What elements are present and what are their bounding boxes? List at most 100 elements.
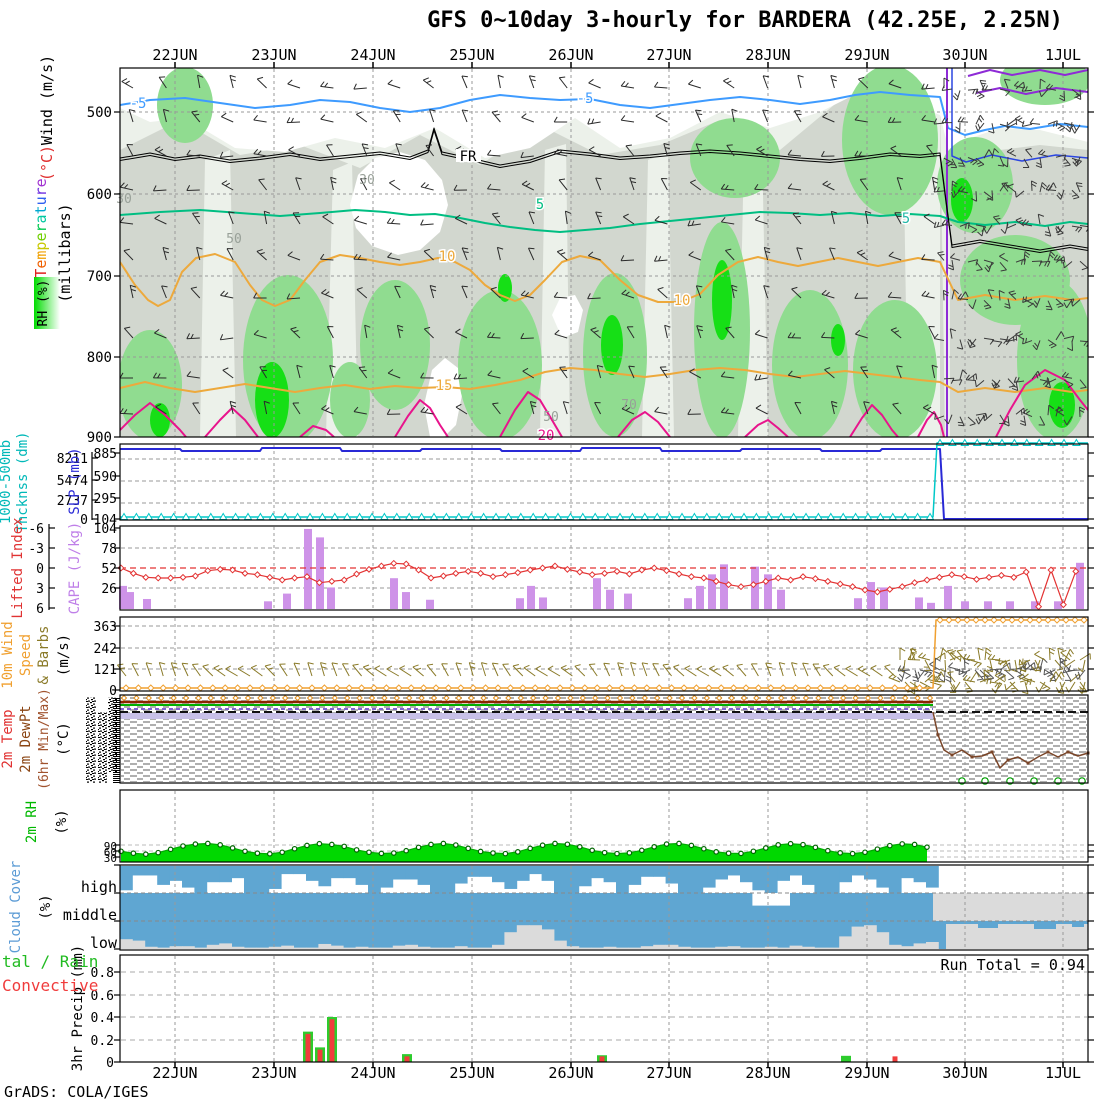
top-date-label: 22JUN	[152, 46, 197, 64]
panel-slp-thickness	[119, 438, 1088, 520]
slp-tick-label: 590	[94, 470, 117, 485]
precip-tick-label: 0.6	[91, 989, 114, 1004]
top-date-label: 1JUL	[1045, 46, 1081, 64]
rh-tick-label: 30	[104, 852, 117, 865]
contour-label: 15	[436, 378, 453, 394]
wind-tick-label: 242	[94, 642, 117, 657]
precip-legend-label: tal / Rain	[2, 952, 98, 971]
cloud-tick-label: high	[81, 878, 117, 896]
left-label: (6hr Min/Max)	[37, 688, 52, 790]
panel-2m-rh	[118, 791, 1087, 862]
left-label: Thcknss (dm)	[15, 431, 31, 532]
li-tick-label: 6	[36, 602, 44, 617]
cape-tick-label: 26	[101, 582, 117, 597]
precip-tick-label: 0.4	[91, 1011, 115, 1026]
left-label: 10m Wind	[0, 621, 16, 688]
grads-credit: GrADS: COLA/IGES	[4, 1083, 149, 1100]
contour-label: 5	[902, 211, 910, 227]
top-date-label: 23JUN	[251, 46, 296, 64]
contour-label: FR	[460, 149, 477, 165]
bottom-date-label: 24JUN	[350, 1064, 395, 1082]
cape-tick-label: 52	[101, 562, 117, 577]
left-label: RH (%)	[36, 280, 51, 327]
precip-legend-label: Convective	[2, 976, 98, 995]
contour-label: -5	[577, 91, 594, 107]
bottom-date-label: 27JUN	[646, 1064, 691, 1082]
left-label: Cloud Cover	[8, 861, 24, 954]
rh-shade-label: 30	[359, 173, 375, 188]
left-label: 1000-500mb	[0, 440, 14, 524]
contour-label: 5	[536, 197, 544, 213]
contour-label: 10	[674, 293, 691, 309]
rh-tick-label: 60	[104, 846, 117, 859]
li-tick-label: 0	[36, 562, 44, 577]
panel-10m-wind	[116, 616, 1091, 695]
cape-tick-label: 104	[94, 522, 118, 537]
pressure-tick-label: 700	[87, 269, 112, 285]
top-date-label: 27JUN	[646, 46, 691, 64]
pressure-tick-label: 500	[87, 105, 112, 121]
bottom-date-label: 26JUN	[548, 1064, 593, 1082]
bottom-date-label: 30JUN	[942, 1064, 987, 1082]
upper-wind-barbs	[120, 74, 939, 415]
bottom-date-label: 29JUN	[844, 1064, 889, 1082]
left-label: 2m DewPt	[18, 705, 34, 772]
rh-shade-label: 50	[226, 232, 242, 247]
panel-2m-temp	[86, 694, 1090, 785]
left-label: & Barbs	[36, 625, 52, 684]
left-label: (°C)	[38, 145, 56, 181]
top-date-label: 26JUN	[548, 46, 593, 64]
tick-labels: 5006007008009008211547427370885590295104…	[28, 105, 118, 1071]
bottom-date-label: 25JUN	[449, 1064, 494, 1082]
contour-label: 10	[439, 249, 456, 265]
bottom-date-label: 23JUN	[251, 1064, 296, 1082]
top-date-label: 30JUN	[942, 46, 987, 64]
precip-tick-label: 0.2	[91, 1034, 114, 1049]
top-date-label: 29JUN	[844, 46, 889, 64]
thickness-tick-label: 8211	[57, 452, 88, 467]
slp-tick-label: 104	[94, 513, 118, 528]
contour-label: 20	[538, 428, 555, 444]
slp-tick-label: 885	[94, 447, 117, 462]
li-tick-label: -3	[28, 542, 44, 557]
li-tick-label: 3	[36, 582, 44, 597]
left-label: (%)	[54, 809, 70, 834]
bottom-axis: 22JUN 23JUN 24JUN 25JUN 26JUN 27JUN 28JUN 29JUN…	[152, 1064, 1081, 1082]
cape-tick-label: 78	[101, 542, 117, 557]
left-label: CAPE (J/kg)	[67, 522, 83, 615]
precip-tick-label: 0	[106, 1056, 114, 1071]
panel-borders	[119, 67, 1089, 1063]
upper-air-shading	[120, 68, 1088, 437]
left-label: (millibars)	[56, 203, 74, 302]
left-label: 2m Temp	[0, 709, 16, 768]
slp-tick-label: 295	[94, 492, 117, 507]
left-label: 2m RH	[24, 801, 40, 843]
contour-label: -5	[130, 96, 147, 112]
left-label: 3hr Precip (mm)	[70, 945, 86, 1071]
left-label: (°C)	[56, 722, 72, 756]
bottom-date-label: 1JUL	[1045, 1064, 1081, 1082]
run-total-label: Run Total = 0.94	[940, 956, 1086, 974]
bottom-date-label: 22JUN	[152, 1064, 197, 1082]
wind-tick-label: 363	[94, 620, 117, 635]
left-axis-labels: Wind (m/s)(°C)Temperature(millibars)RH (…	[0, 55, 98, 1071]
rh-tick-label: 90	[104, 840, 117, 853]
upper-wind-barbs-dense	[933, 77, 1088, 427]
top-date-label: 28JUN	[745, 46, 790, 64]
wind-tick-label: 121	[94, 663, 117, 678]
thickness-tick-label: 2737	[57, 494, 88, 509]
top-axis: 22JUN 23JUN 24JUN 25JUN 26JUN 27JUN 28JUN 29JUN…	[152, 46, 1081, 64]
bottom-date-label: 28JUN	[745, 1064, 790, 1082]
precip-tick-label: 0.8	[91, 966, 114, 981]
li-tick-label: -6	[28, 522, 44, 537]
cloud-tick-label: middle	[63, 906, 117, 924]
cloud-tick-label: low	[90, 934, 118, 952]
pressure-tick-label: 900	[87, 430, 112, 446]
panel-precip	[121, 956, 1087, 1062]
left-label: SLP (mb)	[67, 447, 83, 514]
panel-cloud-cover	[120, 866, 1088, 949]
panel-cape-li	[117, 527, 1088, 611]
